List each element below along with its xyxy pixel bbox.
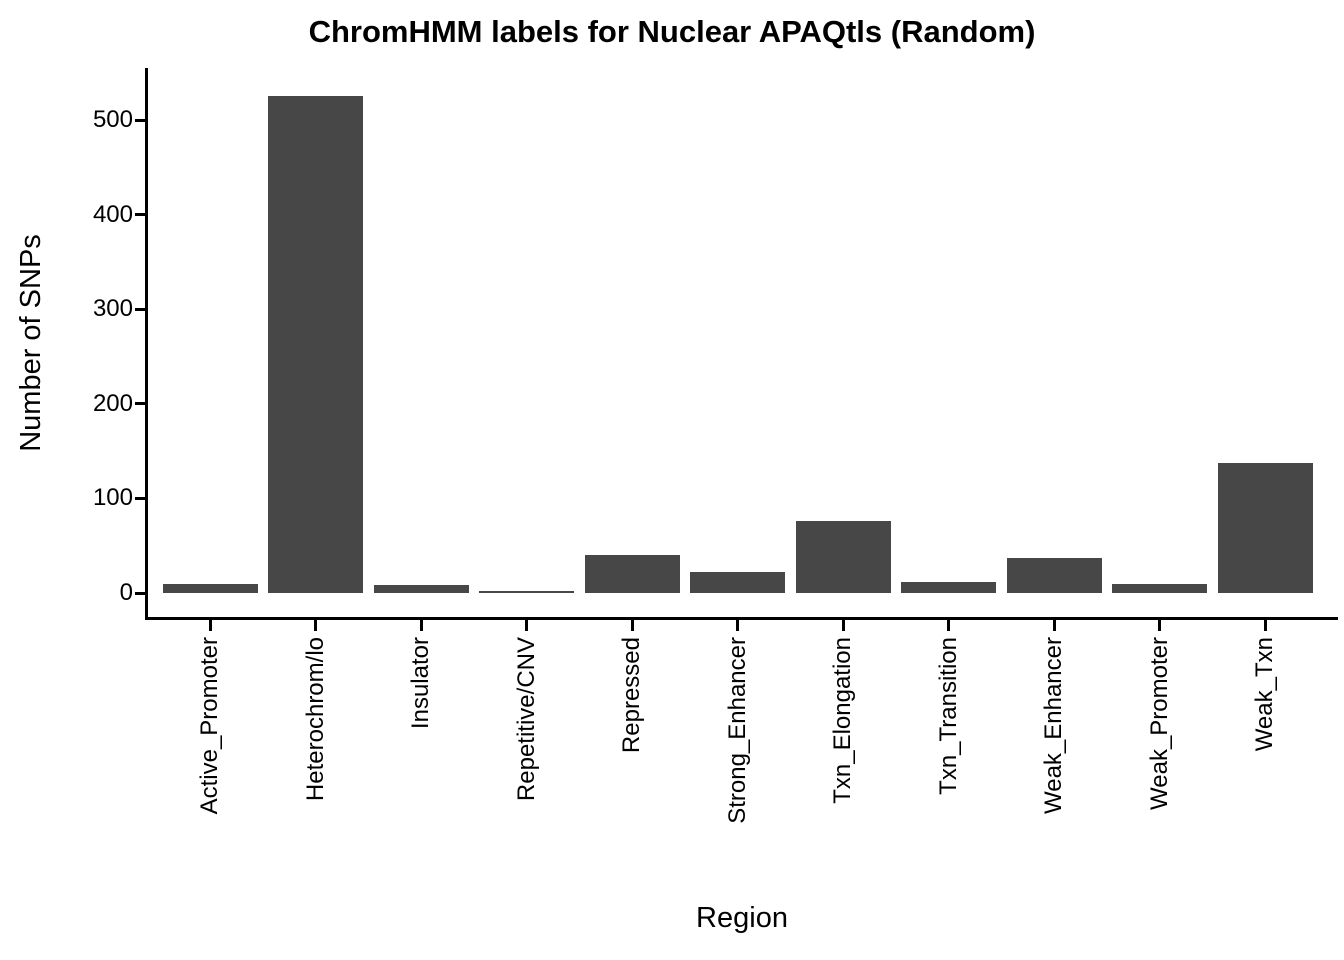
x-tick-mark [208,620,212,631]
y-tick-mark [135,591,145,595]
y-tick-mark [135,213,145,217]
bar-heterochrom-lo [268,96,363,593]
bar-weak-txn [1217,463,1313,593]
x-tick-mark [1263,620,1267,631]
y-tick-label: 200 [92,389,133,417]
bar-txn-transition [901,581,996,593]
y-axis-line [145,68,148,620]
x-tick-label: Strong_Enhancer [723,637,751,824]
x-tick-label: Txn_Elongation [829,637,856,804]
x-tick-label: Txn_Transition [934,637,962,795]
y-axis-title: Number of SNPs [15,234,47,452]
x-tick-mark [314,620,317,631]
y-tick-mark [135,402,145,406]
x-tick-label: Repetitive/CNV [512,637,540,802]
x-tick-label: Active_Promoter [196,637,223,815]
bar-insulator [373,585,469,593]
x-tick-label: Insulator [407,637,434,730]
x-tick-mark [947,620,950,631]
bar-weak-promoter [1112,584,1207,593]
x-tick-label: Heterochrom/lo [301,637,329,802]
bar-repetitive-cnv [479,591,574,593]
x-tick-mark [841,620,845,631]
x-tick-mark [630,620,634,631]
bar-weak-enhancer [1006,557,1102,593]
x-tick-label: Weak_Promoter [1145,637,1173,810]
bar-active-promoter [162,583,258,593]
x-tick-label: Weak_Enhancer [1040,637,1067,814]
y-tick-mark [135,118,145,122]
x-tick-mark [1052,620,1056,631]
y-tick-mark [135,307,145,311]
x-axis-line [145,617,1338,620]
y-tick-label: 0 [119,579,133,606]
chart-title: ChromHMM labels for Nuclear APAQtls (Ran… [308,14,1036,49]
y-tick-mark [135,496,145,500]
x-tick-mark [525,620,528,631]
bar-repressed [584,555,680,593]
y-tick-label: 400 [92,200,133,228]
bar-txn-elongation [795,521,891,593]
x-tick-mark [419,620,423,631]
x-axis-title: Region [696,902,788,934]
bar-strong-enhancer [690,572,785,593]
x-tick-label: Repressed [618,637,645,754]
y-tick-label: 100 [92,484,133,512]
y-tick-label: 500 [92,106,133,133]
y-tick-label: 300 [92,295,133,323]
x-tick-label: Weak_Txn [1251,637,1278,752]
x-tick-mark [736,620,739,631]
x-tick-mark [1158,620,1161,631]
